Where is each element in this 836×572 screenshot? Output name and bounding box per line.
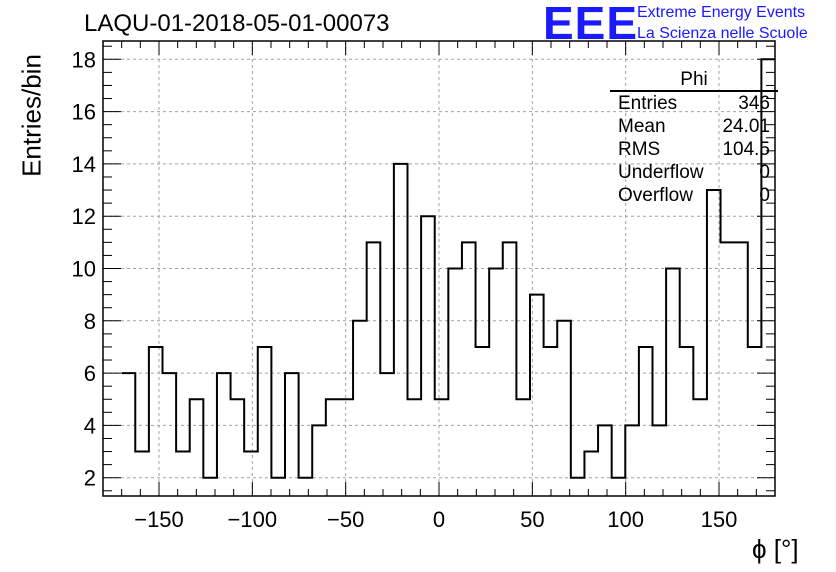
stats-row-underflow: Underflow 0	[610, 161, 778, 184]
logo-line-2: La Scienza nelle Scuole	[637, 25, 808, 42]
x-axis-label: ϕ [°]	[752, 534, 799, 564]
stats-row-rms: RMS 104.5	[610, 138, 778, 161]
histogram-bin	[557, 321, 571, 496]
stats-box: Phi Entries 346 Mean 24.01 RMS 104.5 Und…	[610, 70, 778, 207]
x-tick-label: −50	[327, 507, 364, 532]
histogram-bin	[326, 399, 340, 496]
histogram-bin	[367, 242, 381, 496]
stats-value: 24.01	[722, 116, 770, 137]
histogram-bin	[190, 399, 204, 496]
histogram-bin	[408, 399, 422, 496]
histogram-bin	[612, 478, 626, 496]
histogram-bin	[598, 425, 612, 496]
chart-title: LAQU-01-2018-05-01-00073	[84, 10, 390, 37]
histogram-bin	[680, 347, 694, 496]
stats-value: 0	[759, 185, 770, 206]
histogram-outline	[121, 58, 775, 479]
y-tick-label: 6	[84, 361, 96, 386]
stats-row-overflow: Overflow 0	[610, 184, 778, 207]
histogram-bin	[748, 347, 762, 496]
y-tick-label: 16	[72, 100, 96, 125]
histogram-bin	[721, 242, 735, 496]
axes-ticks	[102, 41, 776, 496]
y-tick-label: 2	[84, 466, 96, 491]
histogram-bin	[584, 452, 598, 496]
stats-value: 0	[759, 162, 770, 183]
histogram-bin	[503, 242, 517, 496]
stats-label: RMS	[618, 139, 661, 160]
stats-label: Mean	[618, 116, 666, 137]
histogram-bin	[666, 269, 680, 497]
x-tick-label: 0	[433, 507, 445, 532]
x-tick-label: 50	[520, 507, 544, 532]
x-tick-label: −150	[134, 507, 184, 532]
y-tick-label: 4	[84, 413, 96, 438]
histogram-bin	[625, 425, 639, 496]
histogram-bin	[489, 269, 503, 497]
histogram-bin	[353, 321, 367, 496]
histogram-bin	[653, 425, 667, 496]
histogram-bin	[435, 399, 449, 496]
histogram-bin	[448, 269, 462, 497]
histogram-bin	[312, 425, 326, 496]
histogram-bin	[149, 347, 163, 496]
stats-row-entries: Entries 346	[610, 92, 778, 115]
stats-value: 104.5	[722, 139, 770, 160]
eee-logo-icon: EEE	[543, 0, 639, 49]
y-tick-label: 10	[72, 257, 96, 282]
y-axis-label: Entries/bin	[16, 54, 47, 177]
stats-label: Entries	[618, 93, 678, 114]
histogram-bin	[244, 452, 258, 496]
histogram-bin	[476, 347, 490, 496]
histogram-bin	[639, 347, 653, 496]
y-tick-label: 8	[84, 309, 96, 334]
histogram-bin	[693, 399, 707, 496]
histogram-steps	[121, 58, 775, 497]
stats-label: Underflow	[618, 162, 704, 183]
histogram-bin	[258, 347, 272, 496]
histogram-bin	[516, 399, 530, 496]
stats-value: 346	[738, 93, 770, 114]
tick-labels: −150 −100 −50 0 50 100 150 2 4 6 8 10 12 14 16 18	[72, 47, 738, 532]
histogram-bin	[135, 452, 149, 496]
grid-lines	[103, 41, 775, 496]
x-tick-label: 150	[701, 507, 738, 532]
histogram-bin	[339, 399, 353, 496]
histogram-bin	[231, 399, 245, 496]
histogram-bin	[421, 216, 435, 496]
x-tick-label: 100	[607, 507, 644, 532]
histogram-bin	[462, 242, 476, 496]
histogram-bin	[544, 347, 558, 496]
stats-title: Phi	[610, 70, 778, 92]
histogram-bin	[271, 478, 285, 496]
stats-row-mean: Mean 24.01	[610, 115, 778, 138]
histogram-bin	[299, 478, 313, 496]
logo-line-1: Extreme Energy Events	[637, 4, 806, 21]
stats-label: Overflow	[618, 185, 693, 206]
histogram-bin	[394, 164, 408, 496]
y-tick-label: 14	[72, 152, 96, 177]
histogram-bin	[734, 242, 748, 496]
histogram-bin	[571, 478, 585, 496]
x-tick-label: −100	[228, 507, 278, 532]
y-tick-label: 12	[72, 204, 96, 229]
y-tick-label: 18	[72, 47, 96, 72]
